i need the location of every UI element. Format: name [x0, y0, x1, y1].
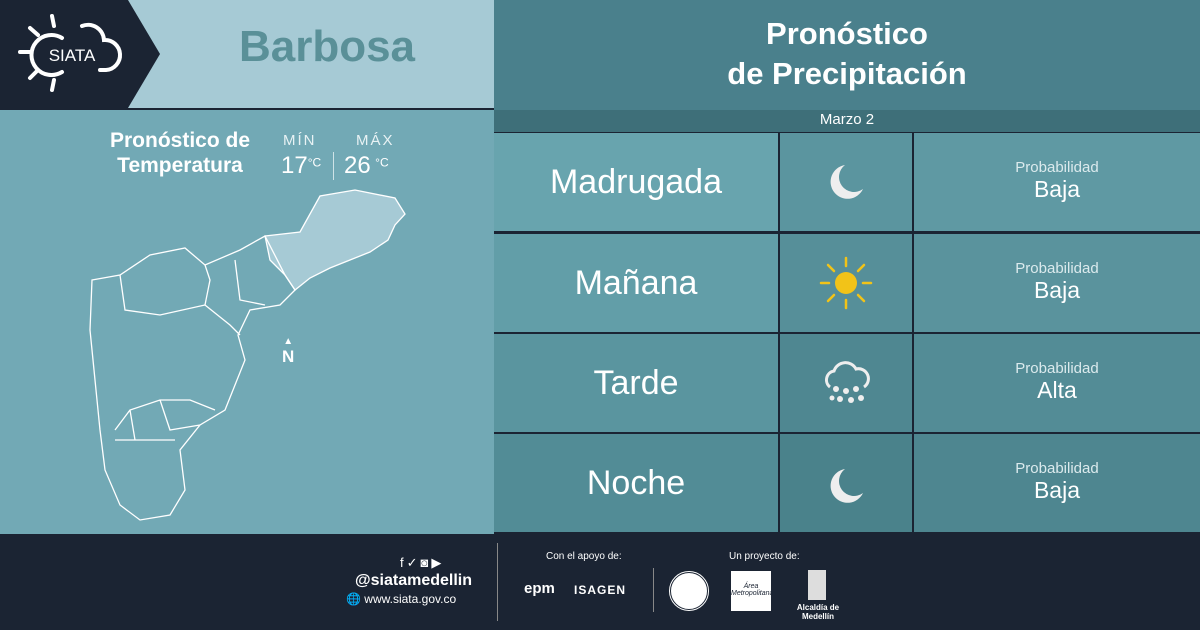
epm-logo: epm	[524, 580, 555, 597]
divider	[333, 152, 334, 180]
sun-cloud-logo-icon: SIATA	[18, 14, 123, 92]
max-label: MÁX	[356, 132, 395, 149]
map-panel	[0, 110, 494, 534]
support-label: Con el apoyo de:	[546, 551, 622, 562]
siata-logo: SIATA	[0, 0, 160, 108]
forecast-date: Marzo 2	[494, 110, 1200, 132]
period-row-madrugada: Madrugada Probabilidad Baja	[494, 133, 1200, 231]
social-handle[interactable]: @siatamedellin	[355, 572, 472, 589]
period-row-manana: Mañana Probabilidad Baja	[494, 234, 1200, 332]
moon-icon	[830, 165, 863, 199]
max-temp: 26 °C	[344, 152, 389, 179]
globe-icon: 🌐	[346, 592, 361, 606]
probability-value: Baja	[1033, 176, 1081, 202]
social-icons[interactable]: f✓◙▶	[400, 555, 445, 570]
precipitation-title: Pronóstico de Precipitación	[727, 16, 967, 91]
min-temp: 17°C	[281, 152, 322, 179]
probability-value: Baja	[1033, 477, 1081, 503]
period-row-noche: Noche Probabilidad Baja	[494, 434, 1200, 532]
min-label: MÍN	[283, 132, 317, 149]
temperature-title: Pronóstico de Temperatura	[109, 129, 251, 177]
alcaldia-crest-icon	[808, 570, 826, 600]
period-name: Mañana	[494, 234, 778, 332]
period-row-tarde: Tarde Probabilidad Alta	[494, 334, 1200, 432]
isagen-logo: ISAGEN	[574, 583, 627, 597]
period-name: Madrugada	[494, 133, 778, 231]
sun-icon	[819, 256, 873, 310]
precipitation-header	[494, 0, 1200, 110]
alcaldia-logo-text: Alcaldía de Medellín	[796, 603, 840, 621]
city-name: Barbosa	[238, 22, 416, 71]
website-link[interactable]: 🌐 www.siata.gov.co	[346, 592, 457, 606]
svg-text:SIATA: SIATA	[49, 46, 96, 65]
area-metropolitana-logo: Área Metropolitana	[731, 571, 771, 611]
north-indicator: ▲ N	[282, 336, 295, 366]
divider	[497, 543, 498, 621]
period-name: Noche	[494, 434, 778, 532]
project-label: Un proyecto de:	[729, 551, 800, 562]
period-name: Tarde	[494, 334, 778, 432]
rain-cloud-icon	[825, 361, 870, 403]
moon-icon	[830, 469, 863, 503]
divider	[653, 568, 654, 612]
footer	[0, 534, 1200, 630]
probability-value: Baja	[1033, 277, 1081, 303]
medellin-seal-logo	[668, 570, 710, 612]
probability-value: Alta	[1037, 377, 1077, 403]
municipality-map	[89, 189, 406, 521]
